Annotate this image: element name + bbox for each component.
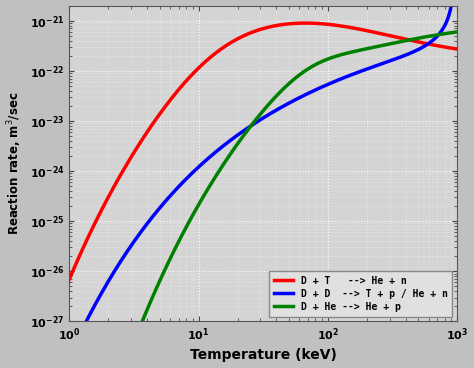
Line: D + T   --> He + n: D + T --> He + n: [69, 23, 457, 280]
D + He --> He + p: [326, 57, 331, 61]
D + T   --> He + n: [326, 22, 332, 26]
D + He --> He + p: [135, 330, 141, 335]
D + T   --> He + n: [135, 144, 141, 148]
Legend: D + T   --> He + n, D + D  --> T + p / He + n, D + He --> He + p: D + T --> He + n, D + D --> T + p / He +…: [269, 271, 453, 316]
D + D  --> T + p / He + n: [326, 82, 331, 86]
D + T   --> He + n: [166, 99, 172, 104]
D + D  --> T + p / He + n: [295, 96, 301, 101]
D + D  --> T + p / He + n: [66, 354, 72, 359]
D + D  --> T + p / He + n: [166, 195, 172, 199]
Line: D + D  --> T + p / He + n: D + D --> T + p / He + n: [69, 0, 455, 357]
D + He --> He + p: [242, 132, 247, 136]
D + T   --> He + n: [359, 28, 365, 32]
D + T   --> He + n: [242, 33, 247, 38]
D + He --> He + p: [166, 259, 172, 263]
D + He --> He + p: [359, 47, 365, 52]
Line: D + He --> He + p: D + He --> He + p: [69, 32, 457, 368]
D + D  --> T + p / He + n: [135, 234, 141, 238]
D + T   --> He + n: [302, 21, 308, 25]
D + He --> He + p: [455, 30, 460, 34]
X-axis label: Temperature (keV): Temperature (keV): [190, 348, 337, 362]
D + D  --> T + p / He + n: [359, 69, 365, 73]
D + T   --> He + n: [455, 47, 460, 51]
D + T   --> He + n: [295, 21, 301, 25]
Y-axis label: Reaction rate, m$^3$/sec: Reaction rate, m$^3$/sec: [6, 92, 24, 235]
D + D  --> T + p / He + n: [242, 128, 247, 132]
D + He --> He + p: [295, 74, 301, 78]
D + T   --> He + n: [66, 277, 72, 282]
